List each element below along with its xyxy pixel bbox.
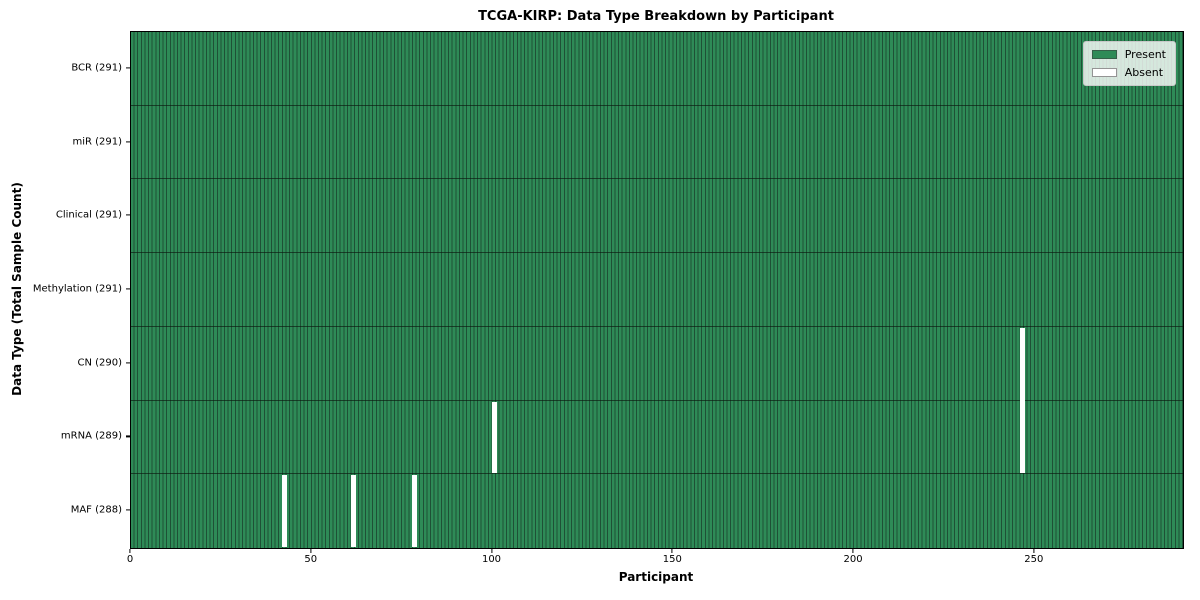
heatmap-row-bcr xyxy=(131,32,1183,106)
x-tick-mark xyxy=(129,548,131,553)
x-tick-label: 250 xyxy=(1024,554,1044,565)
plot-area: Present Absent xyxy=(130,31,1184,549)
absent-gap xyxy=(282,475,288,547)
y-tick-mark xyxy=(125,362,130,364)
x-tick-mark xyxy=(310,548,312,553)
legend-entry-present: Present xyxy=(1091,48,1166,61)
y-tick-label: mRNA (289) xyxy=(60,430,122,442)
y-tick-label: Clinical (291) xyxy=(55,209,122,221)
x-axis-label: Participant xyxy=(618,570,694,584)
heatmap-row-mir xyxy=(131,106,1183,180)
y-tick-mark xyxy=(125,67,130,69)
y-tick-mark xyxy=(125,288,130,290)
heatmap-row-clinical xyxy=(131,179,1183,254)
x-tick-mark xyxy=(490,548,493,553)
x-tick-label: 150 xyxy=(662,554,682,565)
legend-label-absent: Absent xyxy=(1124,66,1164,79)
heatmap-row-maf xyxy=(131,474,1183,548)
y-tick-label: MAF (288) xyxy=(70,504,122,516)
heatmap-row-methylation xyxy=(131,253,1183,327)
absent-gap xyxy=(491,401,497,474)
chart-title: TCGA-KIRP: Data Type Breakdown by Partic… xyxy=(478,9,834,24)
heatmap-row-cn xyxy=(131,327,1183,401)
y-tick-label: BCR (291) xyxy=(71,62,122,74)
heatmap-row-mrna xyxy=(131,401,1183,475)
absent-swatch-icon xyxy=(1091,68,1117,77)
absent-gap xyxy=(1019,327,1025,474)
legend-label-present: Present xyxy=(1124,48,1166,61)
x-tick-label: 0 xyxy=(126,554,134,565)
x-tick-label: 100 xyxy=(481,554,502,565)
y-tick-label: Methylation (291) xyxy=(32,283,122,295)
y-tick-label: CN (290) xyxy=(77,357,122,369)
present-swatch-icon xyxy=(1091,50,1117,59)
y-tick-mark xyxy=(125,214,130,216)
y-tick-mark xyxy=(125,435,130,438)
legend-entry-absent: Absent xyxy=(1091,66,1166,79)
x-tick-mark xyxy=(671,548,673,553)
x-tick-label: 50 xyxy=(304,554,318,565)
y-tick-mark xyxy=(125,140,130,143)
absent-gap xyxy=(350,475,356,547)
x-tick-mark xyxy=(852,548,854,553)
x-tick-label: 200 xyxy=(843,554,863,565)
y-tick-label: miR (291) xyxy=(72,136,122,148)
absent-gap xyxy=(412,475,418,547)
legend: Present Absent xyxy=(1082,41,1176,86)
x-tick-mark xyxy=(1033,548,1035,553)
y-tick-mark xyxy=(125,509,130,511)
